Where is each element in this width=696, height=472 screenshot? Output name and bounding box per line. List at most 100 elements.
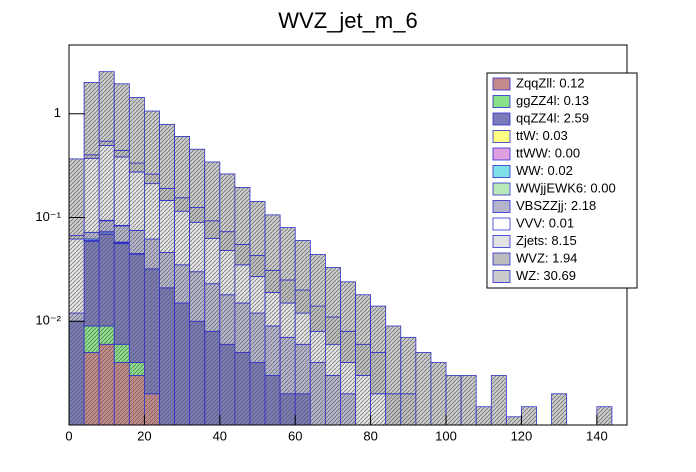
- bar: [249, 200, 266, 256]
- legend-swatch: [492, 77, 511, 91]
- bar: [370, 352, 387, 395]
- bar: [144, 173, 160, 185]
- bar: [189, 271, 206, 322]
- bar: [113, 343, 130, 363]
- bar: [144, 268, 160, 395]
- y-tick-label: 10⁻²: [35, 313, 61, 328]
- bar: [249, 276, 266, 314]
- bar: [174, 136, 191, 199]
- bar: [249, 255, 266, 277]
- bar: [174, 264, 191, 304]
- bar: [505, 416, 522, 425]
- legend-label: ggZZ4l: 0.13: [516, 93, 589, 108]
- bar: [294, 289, 311, 314]
- bar: [159, 287, 175, 425]
- bar: [174, 302, 191, 425]
- bar: [430, 362, 447, 425]
- legend-swatch: [492, 182, 511, 196]
- bar: [370, 393, 387, 425]
- bar: [385, 325, 402, 395]
- bar: [400, 393, 417, 425]
- bar: [264, 325, 281, 376]
- x-tick-label: 140: [586, 428, 608, 443]
- legend-label: VVV: 0.01: [516, 215, 574, 230]
- bar: [234, 264, 251, 304]
- x-tick-label: 40: [213, 428, 227, 443]
- bar: [219, 294, 236, 345]
- bar: [309, 254, 326, 307]
- bar: [596, 406, 613, 425]
- bar: [234, 302, 251, 353]
- legend-box: [486, 72, 638, 289]
- bar: [264, 269, 281, 293]
- x-tick-label: 0: [65, 428, 72, 443]
- bar: [309, 362, 326, 425]
- bar: [445, 375, 462, 425]
- bar: [204, 237, 221, 285]
- x-tick-label: 120: [511, 428, 533, 443]
- bar: [294, 393, 311, 425]
- legend-label: WW: 0.02: [516, 163, 573, 178]
- bar: [113, 156, 130, 226]
- bar: [340, 281, 356, 332]
- bar: [460, 375, 477, 425]
- bar: [98, 220, 115, 233]
- bar: [264, 214, 281, 271]
- bar: [219, 231, 236, 251]
- bar: [98, 71, 115, 142]
- bar: [113, 225, 130, 243]
- bar: [294, 312, 311, 345]
- bar: [128, 362, 145, 376]
- bar: [128, 230, 145, 254]
- bar: [159, 123, 175, 189]
- bar: [294, 343, 311, 395]
- bar: [159, 187, 175, 201]
- chart-title: WVZ_jet_m_6: [278, 8, 417, 33]
- legend-label: VBSZZjj: 2.18: [516, 198, 596, 213]
- bar: [159, 200, 175, 253]
- axes: 0 20 40 60 80 100 120 140 10⁻² 10⁻¹ 1: [35, 105, 607, 443]
- bar: [551, 393, 568, 425]
- bar: [324, 375, 341, 425]
- bar: [69, 238, 85, 314]
- bar: [279, 227, 296, 281]
- legend-swatch: [492, 270, 511, 283]
- legend-label: ZqqZll: 0.12: [516, 75, 585, 90]
- x-tick-label: 100: [435, 428, 457, 443]
- bar: [521, 406, 537, 425]
- bar: [309, 305, 326, 332]
- bar: [204, 220, 221, 239]
- x-tick-label: 80: [363, 428, 377, 443]
- legend-swatch: [492, 217, 511, 231]
- bar: [219, 343, 236, 425]
- legend-swatch: [492, 130, 511, 143]
- bar: [324, 343, 341, 376]
- bar: [400, 336, 417, 395]
- bar: [83, 82, 100, 156]
- bar: [189, 207, 206, 223]
- bar: [189, 221, 206, 273]
- bar: [324, 267, 341, 318]
- bar: [128, 171, 145, 231]
- legend: ZqqZll: 0.12 ggZZ4l: 0.13 qqZZ4l: 2.59 ttW:…: [486, 72, 638, 289]
- bar: [83, 240, 100, 327]
- bar: [128, 375, 145, 425]
- bar: [113, 149, 130, 158]
- bar: [264, 375, 281, 425]
- legend-swatch: [492, 200, 511, 213]
- y-tick-label: 1: [54, 105, 61, 120]
- bar: [234, 244, 251, 266]
- bar: [340, 393, 356, 425]
- bar: [69, 235, 85, 240]
- bar: [113, 362, 130, 425]
- bar: [174, 197, 191, 212]
- bar: [279, 302, 296, 338]
- legend-label: ttW: 0.03: [516, 128, 568, 143]
- bar: [355, 294, 372, 345]
- bar: [128, 162, 145, 173]
- bar: [219, 173, 236, 233]
- bar: [83, 352, 100, 425]
- bar: [83, 231, 100, 240]
- bar: [279, 393, 296, 425]
